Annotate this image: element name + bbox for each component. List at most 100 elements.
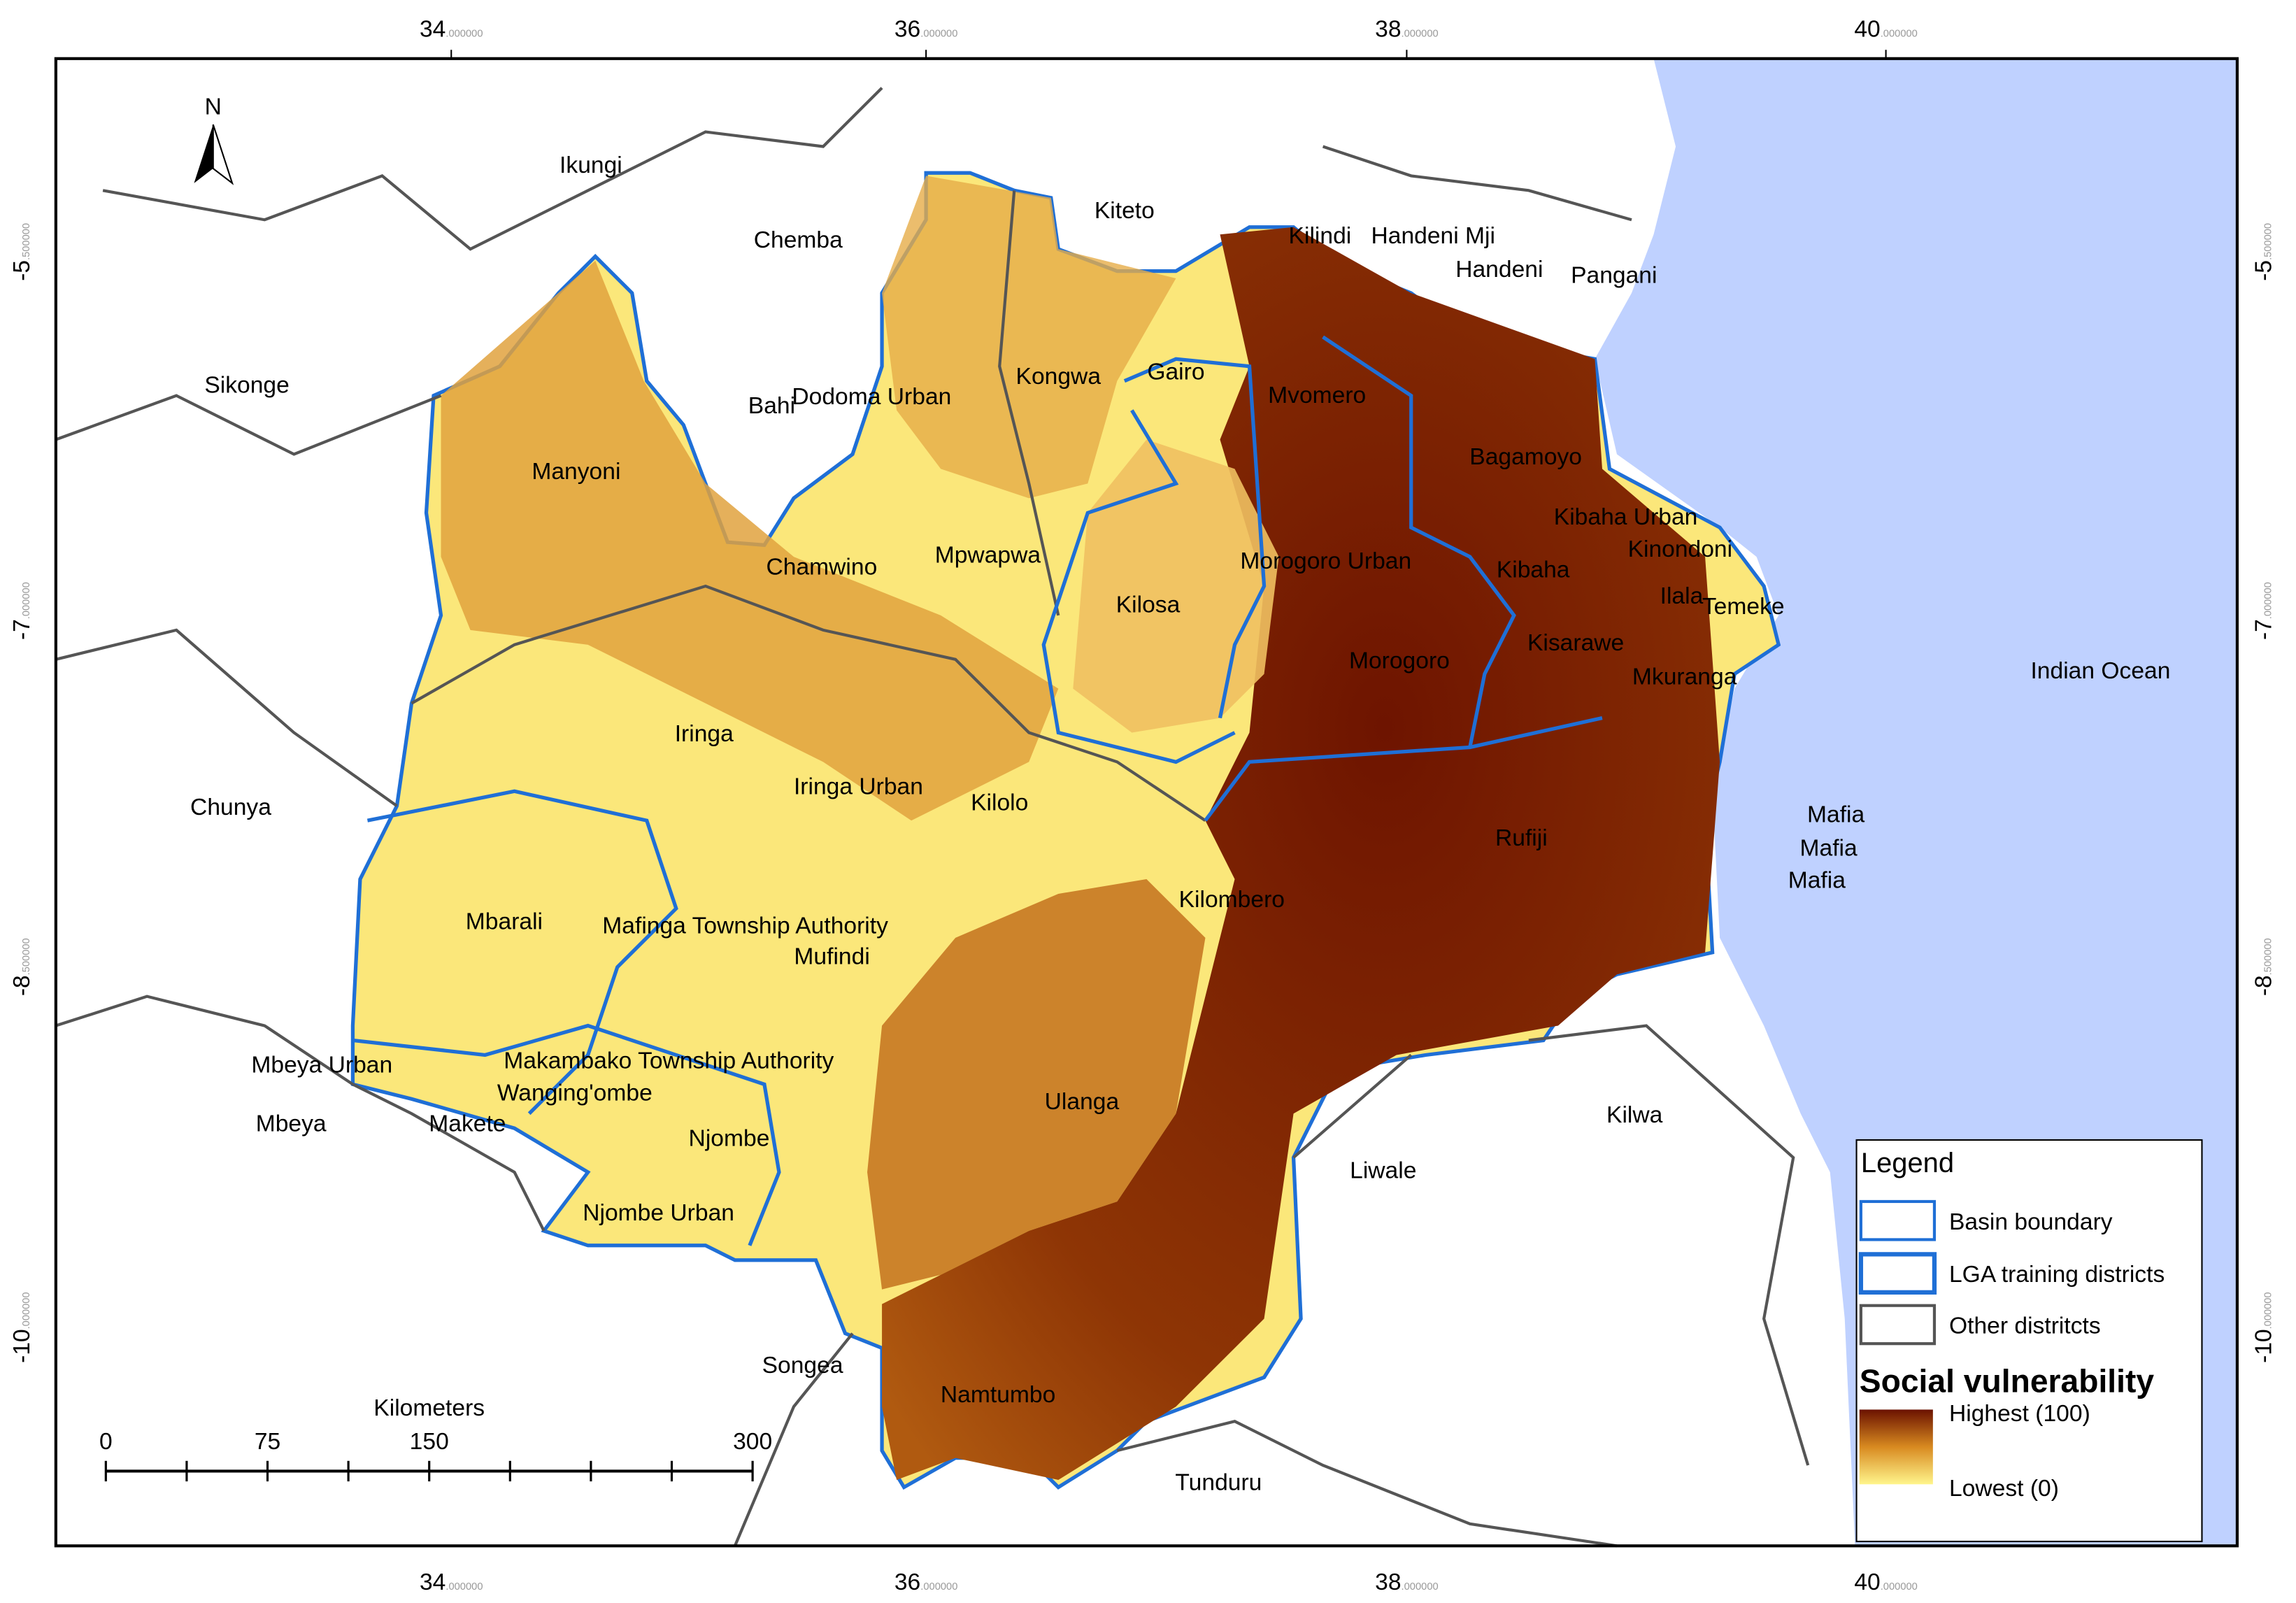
- degrees: 40: [1854, 1569, 1880, 1595]
- district-label: Bahi: [748, 393, 795, 419]
- district-label: Njombe: [689, 1125, 770, 1151]
- north-arrow-right: [212, 124, 234, 185]
- longitude-label: 36.000000: [894, 16, 958, 42]
- district-label: Kinondoni: [1628, 536, 1733, 562]
- degrees: -10: [2251, 1329, 2276, 1362]
- latitude-label: -10.000000: [9, 1292, 35, 1362]
- district-label: Chemba: [754, 227, 843, 253]
- district-label: Chamwino: [766, 554, 877, 580]
- decimals: .000000: [920, 1581, 957, 1593]
- district-label: Songea: [762, 1353, 843, 1378]
- district-label: Ikungi: [559, 152, 622, 178]
- longitude-label: 34.000000: [420, 1569, 483, 1595]
- decimals: .500000: [21, 938, 32, 975]
- ramp-high: Highest (100): [1949, 1401, 2090, 1427]
- district-label: Rufiji: [1495, 825, 1548, 851]
- district-label: Sikonge: [204, 373, 289, 399]
- decimals: .000000: [1402, 28, 1439, 39]
- scale-bar: Kilometers 0 75 150 300: [99, 1395, 772, 1482]
- district-label: Kibaha: [1497, 557, 1570, 583]
- district-label: Kibaha Urban: [1554, 504, 1698, 530]
- ramp-swatch: [1859, 1409, 1933, 1485]
- district-label: Wanging'ombe: [497, 1080, 653, 1106]
- legend-item: Other distritcts: [1949, 1313, 2101, 1339]
- district-label: Temeke: [1702, 594, 1785, 620]
- degrees: -10: [9, 1329, 35, 1362]
- district-label: Manyoni: [532, 459, 620, 485]
- high-zone: [867, 879, 1206, 1290]
- medium-zone: [882, 176, 1176, 499]
- degrees: -7: [9, 619, 35, 640]
- district-label: Kilolo: [971, 790, 1028, 816]
- decimals: .000000: [2262, 582, 2274, 619]
- degrees: 36: [894, 1569, 920, 1595]
- scale-label: 75: [255, 1429, 280, 1455]
- district-label: Handeni: [1455, 257, 1543, 283]
- decimals: .500000: [2262, 938, 2274, 975]
- ramp-title: Social vulnerability: [1860, 1362, 2155, 1399]
- district-label: Morogoro Urban: [1240, 548, 1411, 574]
- district-label: Mkuranga: [1632, 664, 1737, 690]
- scale-label: 0: [99, 1429, 113, 1455]
- decimals: .000000: [21, 1292, 32, 1329]
- north-arrow: N: [194, 94, 234, 185]
- latitude-label: -7.000000: [9, 582, 35, 640]
- district-label: Pangani: [1571, 262, 1657, 288]
- latitude-label: -8.500000: [9, 938, 35, 996]
- legend-swatch: [1859, 1304, 1937, 1346]
- decimals: .000000: [445, 28, 483, 39]
- decimals: .000000: [21, 582, 32, 619]
- longitude-label: 36.000000: [894, 1569, 958, 1595]
- district-label: Mbeya: [256, 1111, 327, 1137]
- degrees: 38: [1375, 16, 1401, 42]
- north-label: N: [205, 94, 222, 120]
- district-label: Kilosa: [1116, 592, 1181, 618]
- district-label: Tunduru: [1175, 1470, 1262, 1496]
- lga-boundaries: [352, 335, 1603, 1246]
- district-label: Namtumbo: [941, 1382, 1055, 1408]
- district-label: Mafia: [1788, 868, 1846, 894]
- coordinate-labels: 34.00000034.00000036.00000036.00000038.0…: [9, 16, 2276, 1595]
- degrees: 34: [420, 16, 445, 42]
- legend: Legend Basin boundary LGA training distr…: [1855, 1139, 2203, 1543]
- legend-item: LGA training districts: [1949, 1262, 2165, 1288]
- district-label: Mafia: [1807, 802, 1865, 827]
- longitude-label: 40.000000: [1854, 16, 1918, 42]
- district-label: Iringa: [675, 721, 734, 747]
- latitude-label: -7.000000: [2251, 582, 2276, 640]
- decimals: .500000: [21, 223, 32, 260]
- longitude-label: 40.000000: [1854, 1569, 1918, 1595]
- degrees: -5: [9, 260, 35, 281]
- district-label: Kilindi: [1289, 223, 1352, 249]
- longitude-label: 38.000000: [1375, 16, 1439, 42]
- decimals: .000000: [1402, 1581, 1439, 1593]
- district-label: Ulanga: [1045, 1089, 1120, 1115]
- ocean-label: Indian Ocean: [2030, 658, 2170, 684]
- district-label: Chunya: [190, 795, 271, 820]
- legend-item: Basin boundary: [1949, 1209, 2113, 1235]
- district-label: Iringa Urban: [794, 774, 923, 800]
- district-label: Liwale: [1350, 1157, 1416, 1183]
- district-label: Handeni Mji: [1371, 223, 1495, 249]
- district-label: Ilala: [1660, 583, 1704, 609]
- degrees: -7: [2251, 619, 2276, 640]
- district-labels: Ikungi Chemba Kiteto Kilindi Handeni Mji Hand…: [190, 152, 1865, 1495]
- district-label: Mufindi: [794, 944, 869, 970]
- scale-label: 150: [410, 1429, 449, 1455]
- district-label: Kiteto: [1094, 198, 1155, 224]
- district-label: Mafinga Township Authority: [602, 913, 888, 939]
- latitude-label: -5.500000: [2251, 223, 2276, 281]
- map-frame: [54, 57, 2239, 1548]
- legend-title: Legend: [1861, 1148, 1954, 1178]
- scale-label: 300: [733, 1429, 772, 1455]
- district-label: Mbeya Urban: [251, 1053, 392, 1078]
- degrees: 38: [1375, 1569, 1401, 1595]
- district-label: Bagamoyo: [1469, 444, 1582, 470]
- ramp-low: Lowest (0): [1949, 1476, 2059, 1502]
- longitude-label: 34.000000: [420, 16, 483, 42]
- degrees: 36: [894, 16, 920, 42]
- decimals: .000000: [1881, 28, 1918, 39]
- district-boundaries: [55, 87, 1810, 1548]
- district-label: Mbarali: [466, 909, 543, 934]
- degrees: -8: [9, 975, 35, 996]
